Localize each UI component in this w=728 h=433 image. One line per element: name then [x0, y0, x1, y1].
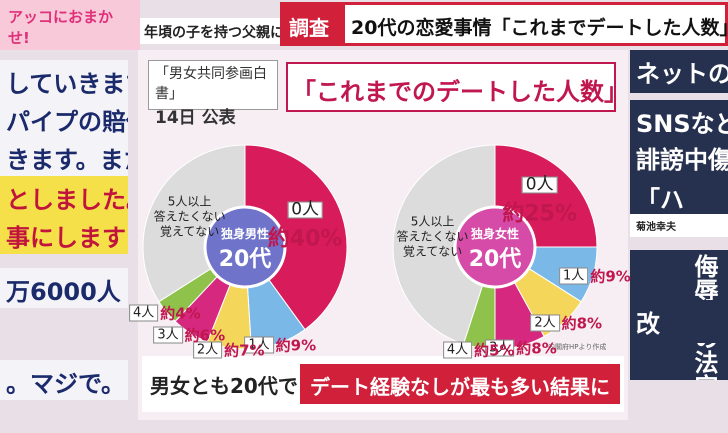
- headline: 20代の恋愛事情「これまでデートした人数」は?: [351, 17, 728, 39]
- slice-label: 1人 約9%: [559, 266, 631, 287]
- center-title: 独身男性: [220, 227, 269, 241]
- logo: アッコにおまかせ!: [8, 8, 114, 47]
- pie-slice: [392, 144, 496, 345]
- date: 14日 公表: [155, 108, 236, 128]
- value-label: 約8%: [561, 314, 603, 333]
- slice-label: 0人約25%: [502, 176, 578, 228]
- slice-label: 4人 約4%: [128, 303, 201, 324]
- ticker-line: きます。また: [0, 136, 128, 176]
- category-label: 3人: [484, 339, 515, 357]
- center-disc: [203, 205, 287, 289]
- slice-label: 2人 約8%: [530, 312, 602, 333]
- value-label: 約9%: [275, 336, 317, 355]
- summary: デート経験なしが最も多い結果に: [300, 364, 620, 404]
- slice-label: 2人 約7%: [192, 339, 265, 360]
- slice-label: 4人 約5%: [442, 339, 515, 360]
- source-box: 「男女共同参画白書」 14日 公表: [148, 60, 278, 128]
- value-label: 約9%: [590, 267, 631, 286]
- ticker-line: SNSなどで: [630, 100, 728, 143]
- caption: 年頃の子を持つ父親に: [140, 18, 290, 44]
- slice-label: 3人 約6%: [153, 324, 225, 345]
- slice-label: 5人以上 答えたくない 覚えてない: [151, 194, 229, 239]
- ticker-line: 事にします: [0, 214, 128, 254]
- ticker-line: ネットの: [630, 50, 728, 93]
- ticker-line: していきます。: [0, 60, 128, 100]
- pie-slice: [244, 144, 348, 331]
- source: 「男女共同参画白書」: [155, 66, 267, 102]
- category-label: 1人: [559, 267, 589, 285]
- ticker-line: 改: [630, 300, 728, 343]
- ticker-line: 「ハ: [630, 176, 728, 219]
- category-label: 2人: [530, 314, 560, 332]
- category-label: 0人: [521, 176, 558, 194]
- ticker-line: 誹謗中傷を: [630, 136, 728, 179]
- value-label: 約4%: [160, 304, 201, 323]
- category-label: 5人以上 答えたくない 覚えてない: [153, 194, 226, 239]
- center-subtitle: 20代: [468, 247, 522, 272]
- category-label: 4人: [442, 341, 473, 359]
- value-label: 約8%: [516, 339, 557, 358]
- summary-box: 男女とも20代で デート経験なしが最も多い結果に: [142, 356, 624, 412]
- category-label: 1人: [244, 336, 274, 354]
- ticker-line: としました。: [0, 176, 128, 216]
- panel-title: 「これまでのデートした人数」: [286, 62, 628, 112]
- category-label: 5人以上 答えたくない 覚えてない: [396, 214, 469, 259]
- slice-label: 3人 約8%: [484, 337, 557, 358]
- category-label: 3人: [153, 326, 183, 344]
- ticker-line: 菊池幸夫: [630, 214, 728, 237]
- summary-lead: 男女とも20代で: [150, 374, 298, 398]
- category-label: 4人: [128, 304, 159, 322]
- center-title: 独身女性: [470, 227, 519, 241]
- value-label: 約5%: [474, 341, 515, 360]
- category-label: 0人: [287, 201, 324, 219]
- slice-label: 5人以上 答えたくない 覚えてない: [394, 215, 472, 260]
- ticker-line: 。マジで。: [0, 360, 128, 400]
- slice-label: 0人約40%: [267, 201, 343, 253]
- ticker-line: 万6000人: [0, 268, 128, 308]
- value-label: 約25%: [502, 201, 578, 227]
- center-disc: [453, 205, 537, 289]
- slice-label: 1人 約9%: [244, 334, 316, 355]
- ticker-line: パイプの賠償は: [0, 98, 128, 138]
- category-label: 2人: [192, 341, 223, 359]
- headline-box: 調査 20代の恋愛事情「これまでデートした人数」は?: [280, 2, 728, 46]
- tag: 調査: [283, 5, 345, 43]
- note: 内閣府HPより作成: [548, 343, 607, 351]
- value-label: 約40%: [267, 226, 343, 252]
- center-subtitle: 20代: [218, 247, 272, 272]
- value-label: 約6%: [184, 326, 226, 345]
- value-label: 約7%: [224, 341, 265, 360]
- logo-box: アッコにおまかせ!: [0, 0, 140, 50]
